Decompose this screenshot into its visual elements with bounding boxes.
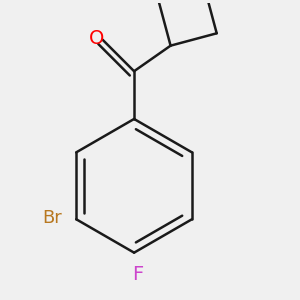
Text: O: O: [88, 28, 104, 48]
Text: Br: Br: [42, 209, 62, 227]
Text: F: F: [132, 266, 143, 284]
